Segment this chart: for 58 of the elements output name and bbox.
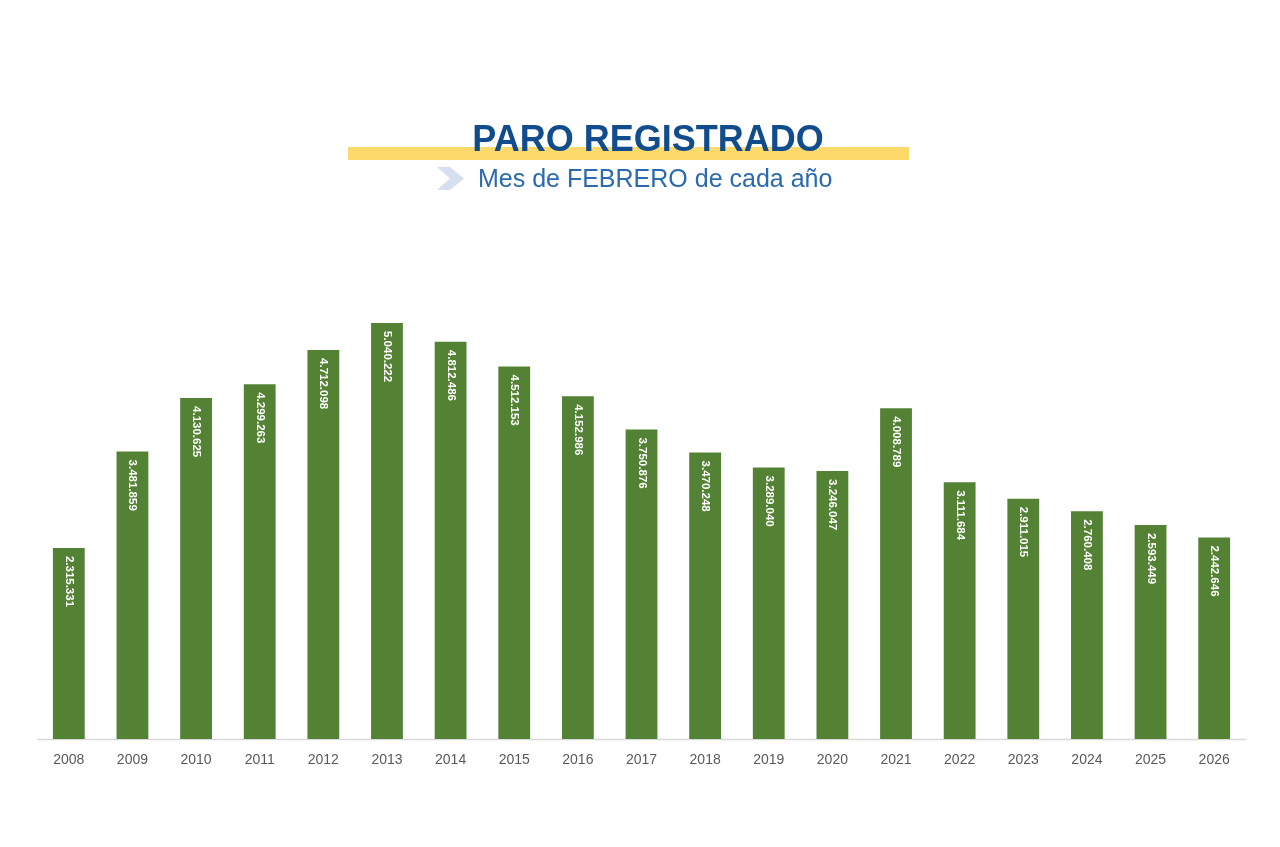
data-label: 2.593.449: [1145, 532, 1158, 585]
bar: [1007, 498, 1040, 739]
x-tick-label: 2014: [435, 750, 467, 767]
bar: [689, 452, 722, 739]
data-label: 4.130.625: [191, 406, 204, 458]
x-tick-label: 2024: [1071, 750, 1103, 767]
x-tick-label: 2017: [625, 750, 658, 767]
x-tick-label: 2020: [816, 750, 849, 767]
bar: [180, 398, 212, 739]
data-label: 4.812.486: [445, 349, 458, 401]
x-tick-label: 2026: [1198, 750, 1230, 767]
data-label: 2.315.331: [63, 555, 76, 608]
x-tick-label: 2011: [244, 750, 275, 767]
data-label: 4.299.263: [254, 392, 267, 444]
x-tick-label: 2023: [1007, 750, 1040, 767]
bar: [307, 350, 340, 739]
data-label: 4.008.789: [891, 416, 904, 468]
x-tick-label: 2012: [307, 750, 340, 767]
bar: [561, 396, 594, 739]
x-tick-label: 2025: [1134, 750, 1167, 767]
data-label: 2.911.015: [1018, 506, 1031, 558]
x-tick-label: 2008: [53, 750, 85, 767]
x-tick-label: 2021: [880, 750, 912, 767]
data-label: 3.111.684: [954, 490, 967, 541]
x-tick-label: 2016: [562, 750, 594, 767]
bar: [52, 547, 85, 739]
x-tick-label: 2013: [371, 750, 403, 767]
x-tick-label: 2015: [498, 750, 531, 767]
bar: [880, 408, 912, 739]
data-label: 4.712.098: [318, 358, 331, 410]
data-label: 4.512.153: [509, 374, 522, 426]
x-tick-label: 2010: [180, 750, 212, 767]
data-label: 3.750.876: [636, 437, 649, 489]
bar: [243, 384, 276, 739]
bar: [625, 429, 658, 739]
bar: [1071, 511, 1103, 739]
x-tick-label: 2022: [944, 750, 976, 767]
bar: [371, 323, 403, 739]
x-tick-label: 2009: [116, 750, 149, 767]
chart-subtitle: Mes de FEBRERO de cada año: [478, 164, 833, 192]
bar: [1134, 524, 1167, 739]
data-label: 3.481.859: [127, 459, 140, 511]
x-tick-label: 2019: [753, 750, 785, 767]
data-label: 2.442.646: [1209, 545, 1222, 597]
data-label: 5.040.222: [381, 331, 394, 383]
x-tick-label: 2018: [689, 750, 721, 767]
bar: [816, 471, 849, 739]
bar: [752, 467, 785, 739]
data-label: 2.760.408: [1081, 519, 1094, 571]
bar: [434, 341, 467, 739]
data-label: 3.470.248: [700, 460, 713, 513]
bar: [498, 366, 531, 739]
data-label: 3.289.040: [763, 475, 776, 527]
bar: [1198, 537, 1231, 739]
bar: [116, 451, 149, 739]
data-label: 3.246.047: [827, 479, 840, 531]
bar: [943, 482, 976, 739]
data-label: 4.152.986: [572, 404, 585, 456]
